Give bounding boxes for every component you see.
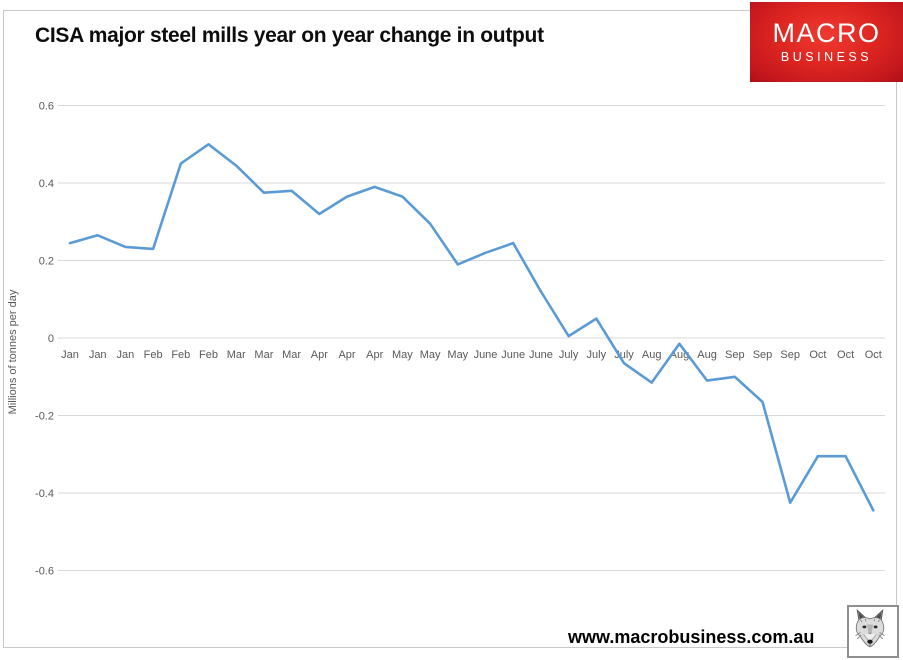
wolf-logo xyxy=(847,605,899,658)
chart-title: CISA major steel mills year on year chan… xyxy=(35,24,544,47)
x-tick-label: Jan xyxy=(117,349,135,361)
x-tick-label: May xyxy=(447,349,468,361)
y-axis-title: Millions of tonnes per day xyxy=(7,289,19,414)
y-tick-label: 0.6 xyxy=(39,101,54,113)
x-tick-label: June xyxy=(501,349,525,361)
x-tick-label: Feb xyxy=(199,349,218,361)
x-tick-label: Sep xyxy=(753,349,773,361)
macrobusiness-logo: MACRO BUSINESS xyxy=(750,2,903,82)
x-tick-label: Mar xyxy=(227,349,246,361)
x-tick-label: May xyxy=(392,349,413,361)
x-tick-label: July xyxy=(587,349,607,361)
y-tick-label: 0 xyxy=(48,333,54,345)
y-tick-label: -0.4 xyxy=(35,488,54,500)
wolf-icon xyxy=(855,609,885,648)
website-url: www.macrobusiness.com.au xyxy=(568,627,815,647)
y-tick-label: 0.4 xyxy=(39,178,54,190)
x-tick-label: Oct xyxy=(865,349,882,361)
y-tick-label: 0.2 xyxy=(39,256,54,268)
logo-business-text: BUSINESS xyxy=(780,50,873,65)
x-tick-label: Aug xyxy=(642,349,662,361)
chart-frame-border xyxy=(3,10,897,648)
x-tick-label: May xyxy=(420,349,441,361)
x-tick-label: July xyxy=(559,349,579,361)
x-tick-label: Feb xyxy=(144,349,163,361)
x-tick-label: June xyxy=(474,349,498,361)
y-tick-label: -0.6 xyxy=(35,566,54,578)
x-tick-label: Mar xyxy=(282,349,301,361)
x-tick-label: Mar xyxy=(254,349,273,361)
x-tick-label: Apr xyxy=(311,349,328,361)
logo-macro-text: MACRO xyxy=(772,18,881,49)
x-tick-label: Oct xyxy=(837,349,854,361)
y-tick-label: -0.2 xyxy=(35,411,54,423)
x-tick-label: Jan xyxy=(61,349,79,361)
data-series-line xyxy=(68,143,875,512)
x-tick-label: Sep xyxy=(780,349,800,361)
x-tick-label: Aug xyxy=(697,349,717,361)
x-tick-label: Oct xyxy=(809,349,826,361)
x-tick-label: Jan xyxy=(89,349,107,361)
x-tick-label: June xyxy=(529,349,553,361)
x-tick-label: July xyxy=(614,349,634,361)
x-tick-label: Apr xyxy=(338,349,355,361)
x-tick-label: Apr xyxy=(366,349,383,361)
x-tick-label: Sep xyxy=(725,349,745,361)
x-tick-label: Feb xyxy=(171,349,190,361)
